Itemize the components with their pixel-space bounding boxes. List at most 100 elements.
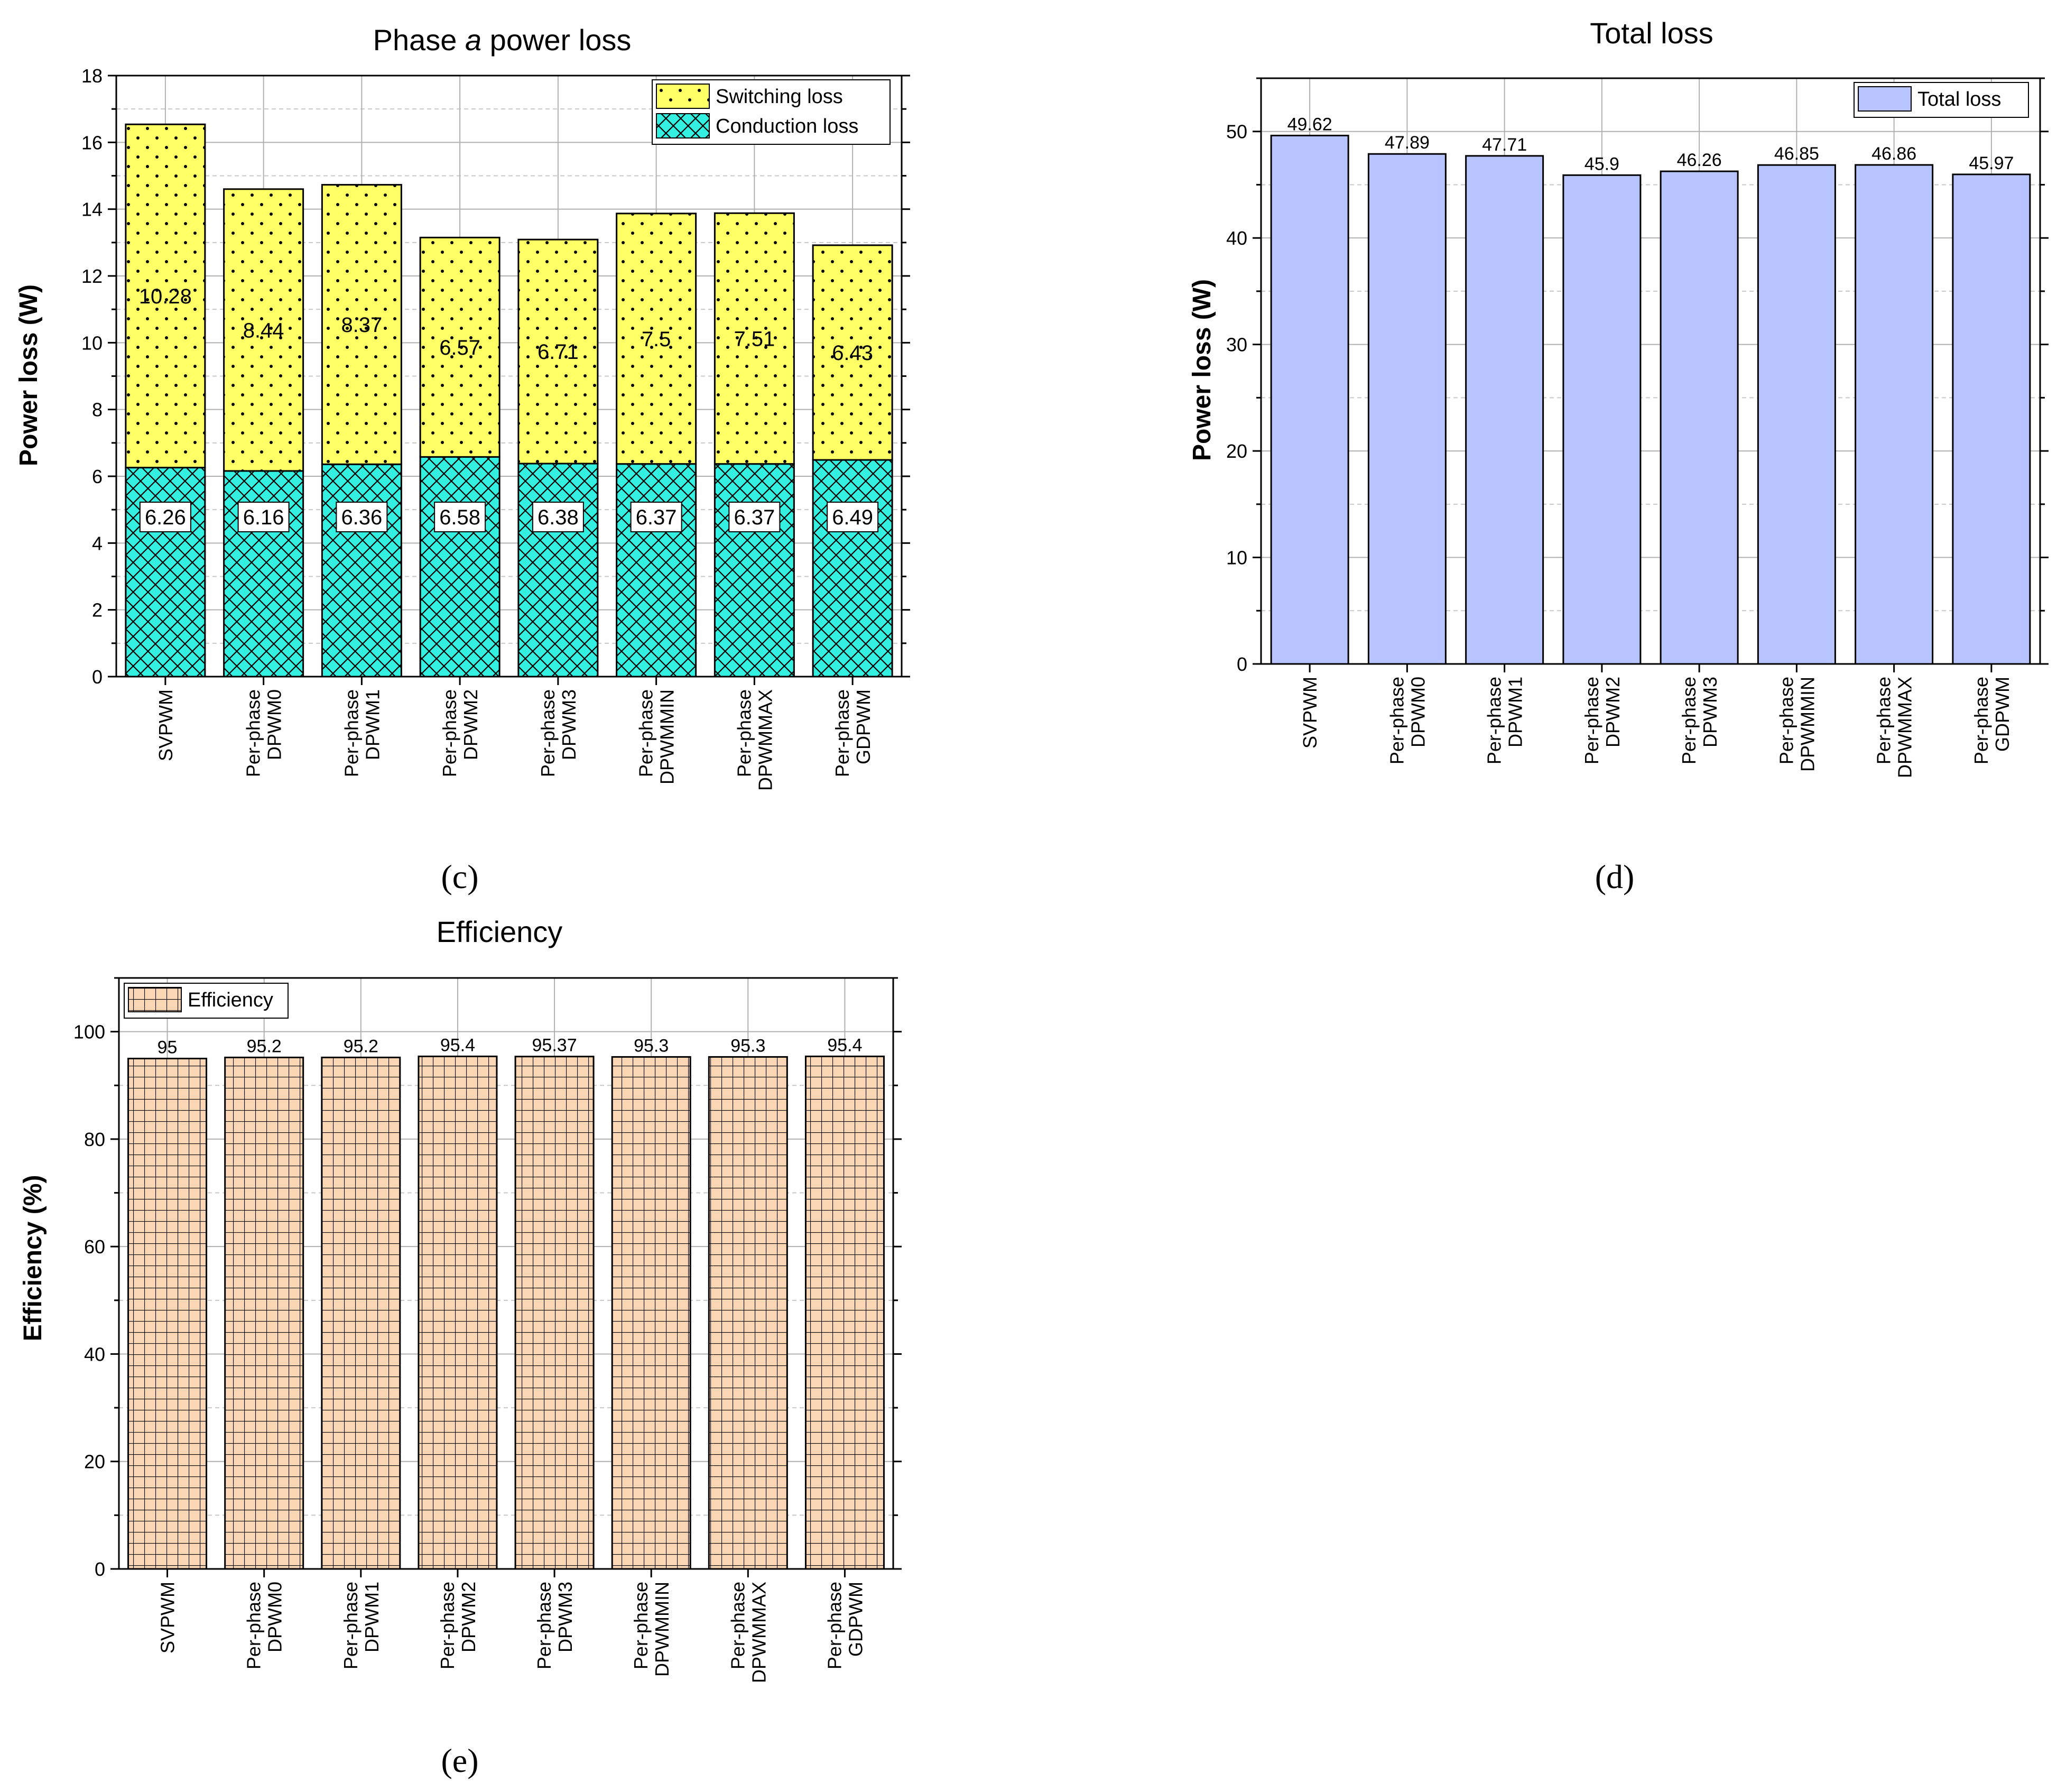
chart-c-title-suffix: power loss bbox=[481, 23, 631, 57]
data-label-box bbox=[434, 501, 486, 532]
x-tick-label-line: DPWMMAX bbox=[1894, 677, 1916, 778]
bar-conduction-loss bbox=[517, 463, 599, 678]
bar-total-loss bbox=[1855, 164, 1934, 665]
data-label-box bbox=[532, 501, 584, 532]
x-tick-label-line: Per-phase bbox=[635, 689, 657, 777]
x-tick-label: Per-phaseDPWM0 bbox=[243, 1582, 286, 1669]
x-tick-label-line: SVPWM bbox=[157, 1582, 179, 1654]
x-tick-label: Per-phaseDPWM1 bbox=[340, 1582, 383, 1669]
y-tick-label: 60 bbox=[84, 1236, 105, 1258]
legend-swatch bbox=[1858, 86, 1912, 112]
x-tick-label-line: DPWM1 bbox=[361, 1582, 383, 1652]
data-label: 95.2 bbox=[344, 1036, 378, 1056]
x-tick-label-line: Per-phase bbox=[630, 1582, 652, 1669]
bar-switching-loss bbox=[616, 213, 697, 465]
x-tick-label-line: Per-phase bbox=[1484, 677, 1505, 764]
bar-total-loss bbox=[1660, 170, 1739, 665]
data-label: 95.37 bbox=[532, 1036, 577, 1056]
chart-d-y-axis-label: Power loss (W) bbox=[1188, 279, 1216, 461]
chart-d-y-axis: 0 10 20 30 40 50 bbox=[1226, 77, 2049, 675]
bar-switching-loss bbox=[321, 184, 402, 465]
x-tick-label-line: DPWMMIN bbox=[1796, 677, 1818, 772]
data-label: 10.28 bbox=[139, 285, 192, 308]
bar-efficiency bbox=[418, 1055, 498, 1570]
chart-e-legend: Efficiency bbox=[124, 983, 289, 1019]
x-tick-label-line: Per-phase bbox=[537, 689, 559, 777]
x-tick-label-line: Per-phase bbox=[733, 689, 755, 777]
x-tick-label: Per-phaseDPWM3 bbox=[537, 689, 580, 777]
x-tick-label-line: Per-phase bbox=[727, 1582, 748, 1669]
y-tick-label: 40 bbox=[84, 1343, 105, 1365]
data-label: 6.57 bbox=[439, 336, 480, 359]
bar-total-loss bbox=[1757, 164, 1836, 665]
data-label: 7.5 bbox=[642, 328, 671, 351]
bar-switching-loss bbox=[125, 123, 206, 469]
chart-d-data-labels: 49.62 47.89 47.71 45.9 46.26 46.85 46.86 45.97 bbox=[1287, 114, 2014, 174]
x-tick-label-line: DPWM1 bbox=[1505, 677, 1526, 747]
data-label: 95.4 bbox=[827, 1035, 862, 1055]
chart-d-legend: Total loss bbox=[1854, 82, 2029, 118]
x-tick-label-line: Per-phase bbox=[243, 689, 264, 777]
y-tick-label: 80 bbox=[84, 1129, 105, 1150]
y-tick-label: 0 bbox=[95, 1558, 105, 1580]
bar-efficiency bbox=[127, 1057, 208, 1570]
x-tick-label-line: Per-phase bbox=[437, 1582, 458, 1669]
chart-e-caption: (e) bbox=[441, 1742, 478, 1779]
legend-label: Total loss bbox=[1917, 88, 2001, 110]
chart-e-data-labels: 95 95.2 95.2 95.4 95.37 95.3 95.3 95.4 bbox=[157, 1035, 863, 1057]
chart-total-loss: Total loss 49.62 47.89 47.71 45.9 46.26 46.85… bbox=[1188, 16, 2049, 895]
y-tick-label: 10 bbox=[1226, 547, 1247, 569]
chart-c-x-axis: SVPWM Per-phaseDPWM0 Per-phaseDPWM1 Per-pha… bbox=[155, 677, 874, 791]
legend-swatch bbox=[128, 987, 182, 1012]
y-tick-label: 40 bbox=[1226, 227, 1247, 249]
bar-efficiency bbox=[611, 1056, 691, 1570]
data-label: 45.9 bbox=[1585, 154, 1619, 174]
y-tick-label: 0 bbox=[92, 666, 103, 688]
y-tick-label: 12 bbox=[81, 265, 103, 287]
y-tick-label: 18 bbox=[81, 65, 103, 87]
data-label: 6.26 bbox=[145, 506, 186, 529]
data-label: 8.37 bbox=[341, 313, 382, 337]
legend-label: Conduction loss bbox=[716, 115, 858, 137]
chart-c-data-labels: 6.26 10.28 6.16 8.44 6.36 8.37 6.58 6.57 6.38 6.7… bbox=[139, 285, 879, 532]
x-tick-label-line: DPWM0 bbox=[1407, 677, 1429, 747]
x-tick-label-line: DPWMMIN bbox=[656, 689, 678, 784]
x-tick-label: Per-phaseGDPWM bbox=[823, 1582, 866, 1669]
bar-conduction-loss bbox=[812, 459, 893, 678]
y-tick-label: 4 bbox=[92, 532, 103, 554]
chart-efficiency: Efficiency 95 95.2 95.2 95.4 95.37 95.3 95.3 95… bbox=[19, 915, 902, 1779]
y-tick-label: 8 bbox=[92, 399, 103, 421]
chart-e-y-axis: 0 20 40 60 80 100 bbox=[73, 977, 902, 1580]
legend-swatch bbox=[656, 84, 710, 109]
chart-d-bars bbox=[1270, 134, 2031, 665]
x-tick-label: Per-phaseDPWM3 bbox=[533, 1582, 576, 1669]
data-label: 95.3 bbox=[634, 1036, 669, 1056]
x-tick-label-line: DPWM3 bbox=[554, 1582, 576, 1652]
x-tick-label-line: SVPWM bbox=[155, 689, 177, 761]
x-tick-label-line: DPWMMAX bbox=[754, 689, 776, 791]
x-tick-label-line: Per-phase bbox=[1581, 677, 1602, 764]
chart-c-bars bbox=[125, 123, 893, 678]
x-tick-label: SVPWM bbox=[1299, 677, 1321, 749]
x-tick-label: Per-phaseDPWM2 bbox=[439, 689, 481, 777]
y-tick-label: 30 bbox=[1226, 334, 1247, 356]
x-tick-label-line: DPWM0 bbox=[264, 1582, 286, 1652]
data-label: 6.37 bbox=[734, 506, 775, 529]
data-label: 7.51 bbox=[734, 327, 775, 350]
data-label: 47.89 bbox=[1385, 133, 1430, 153]
x-tick-label-line: Per-phase bbox=[340, 689, 362, 777]
chart-c-legend: Switching loss Conduction loss bbox=[652, 79, 891, 145]
x-tick-label: SVPWM bbox=[155, 689, 177, 761]
data-label-box bbox=[139, 501, 191, 532]
chart-c-title-italic: a bbox=[465, 23, 481, 57]
data-label-box bbox=[336, 501, 388, 532]
x-tick-label-line: Per-phase bbox=[1678, 677, 1700, 764]
bar-switching-loss bbox=[714, 212, 795, 465]
x-tick-label-line: Per-phase bbox=[340, 1582, 362, 1669]
chart-e-x-axis: SVPWM Per-phaseDPWM0 Per-phaseDPWM1 Per-pha… bbox=[157, 1569, 866, 1683]
x-tick-label-line: Per-phase bbox=[243, 1582, 265, 1669]
data-label: 95 bbox=[157, 1037, 178, 1057]
x-tick-label-line: DPWM1 bbox=[362, 689, 383, 760]
bar-conduction-loss bbox=[616, 463, 697, 678]
data-label: 95.4 bbox=[440, 1035, 475, 1055]
